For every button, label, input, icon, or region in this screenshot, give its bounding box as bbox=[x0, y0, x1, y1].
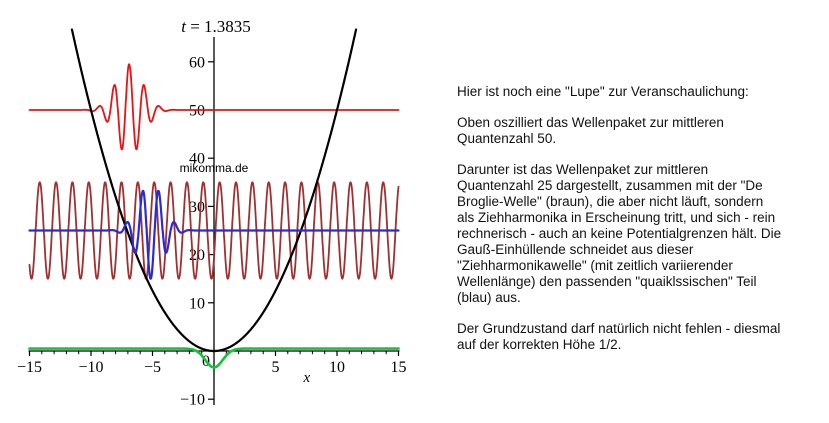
x-tick-label: −5 bbox=[144, 359, 161, 376]
paragraph-lupe: Hier ist noch eine "Lupe" zur Veranschau… bbox=[457, 84, 749, 99]
y-tick-label: 30 bbox=[189, 199, 205, 216]
paragraph-grundzustand: Der Grundzustand darf natürlich nicht fe… bbox=[457, 321, 781, 352]
paragraph-n50: Oben oszilliert das Wellenpaket zur mitt… bbox=[457, 115, 724, 146]
x-tick-label: 5 bbox=[272, 359, 280, 376]
ground-state-curve bbox=[28, 347, 400, 369]
wavepacket-n25-curve bbox=[28, 189, 400, 280]
y-tick-label: 50 bbox=[189, 103, 205, 120]
de-broglie-wave-curve bbox=[28, 181, 400, 280]
x-tick-label: 10 bbox=[329, 359, 345, 376]
x-axis-label: x bbox=[303, 370, 311, 386]
x-tick-label: −10 bbox=[78, 359, 103, 376]
y-tick-label: −10 bbox=[180, 392, 205, 409]
oscillator-plot: −15 −10 −5 5 10 15 0 −10 10 20 30 40 50 60 t = 1.3835 m… bbox=[17, 17, 407, 409]
x-tick-label: −15 bbox=[17, 359, 42, 376]
y-tick-label: 10 bbox=[189, 295, 205, 312]
x-tick-label: 15 bbox=[391, 359, 407, 376]
potential-parabola-curve bbox=[70, 28, 358, 353]
plot-title: t = 1.3835 bbox=[181, 17, 251, 36]
y-tick-label: 40 bbox=[189, 151, 205, 168]
y-tick-label: 60 bbox=[189, 54, 205, 71]
watermark: mikomma.de bbox=[180, 161, 249, 175]
description-text: Hier ist noch eine "Lupe" zur Veranschau… bbox=[457, 84, 829, 368]
paragraph-n25-broglie: Darunter ist das Wellenpaket zur mittler… bbox=[457, 162, 782, 305]
